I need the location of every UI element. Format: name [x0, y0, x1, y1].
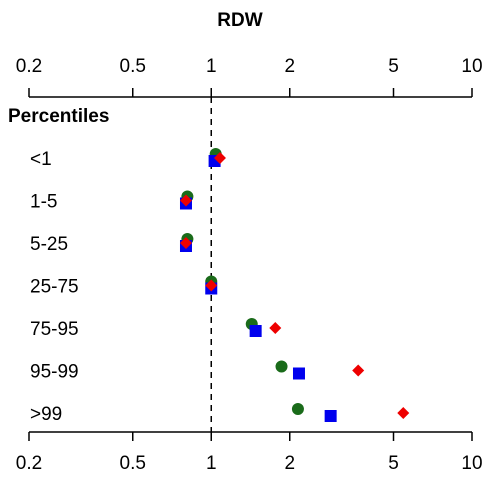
bottom-tick-label: 2 [284, 453, 295, 474]
square-point [249, 325, 262, 337]
top-x-axis: 0.2 0.5 1 2 5 10 [16, 56, 483, 98]
row-label: >99 [30, 404, 62, 425]
bottom-tick-label: 1 [206, 453, 217, 474]
row-label: <1 [30, 149, 52, 170]
top-tick-label: 2 [284, 56, 295, 77]
row-label: 75-95 [30, 319, 79, 340]
top-tick-label: 10 [461, 56, 482, 77]
circle-point [291, 403, 304, 415]
diamond-point [179, 237, 192, 249]
row-label: 95-99 [30, 362, 79, 383]
top-tick-label: 0.2 [16, 56, 42, 77]
top-tick-label: 1 [206, 56, 217, 77]
diamond-point [352, 364, 365, 377]
bottom-tick-label: 0.2 [16, 453, 42, 474]
bottom-tick-label: 0.5 [120, 453, 146, 474]
top-tick-label: 5 [388, 56, 399, 77]
chart-title: RDW [217, 10, 262, 31]
bottom-x-axis: 0.2 0.5 1 2 5 10 [16, 431, 483, 474]
data-markers [179, 148, 410, 422]
top-tick-label: 0.5 [120, 56, 146, 77]
row-labels: <1 1-5 5-25 25-75 75-95 95-99 >99 [30, 149, 79, 425]
row-label: 5-25 [30, 234, 68, 255]
circle-point [275, 360, 288, 373]
row-label: 1-5 [30, 192, 57, 213]
square-point [292, 367, 305, 380]
diamond-point [213, 152, 226, 164]
bottom-tick-label: 5 [388, 453, 399, 474]
row-label: 25-75 [30, 277, 79, 298]
diamond-point [397, 407, 410, 419]
diamond-point [269, 322, 282, 334]
square-point [324, 410, 337, 422]
bottom-tick-label: 10 [461, 453, 482, 474]
group-header: Percentiles [8, 106, 109, 127]
diamond-point [205, 279, 218, 292]
diamond-point [179, 194, 192, 207]
